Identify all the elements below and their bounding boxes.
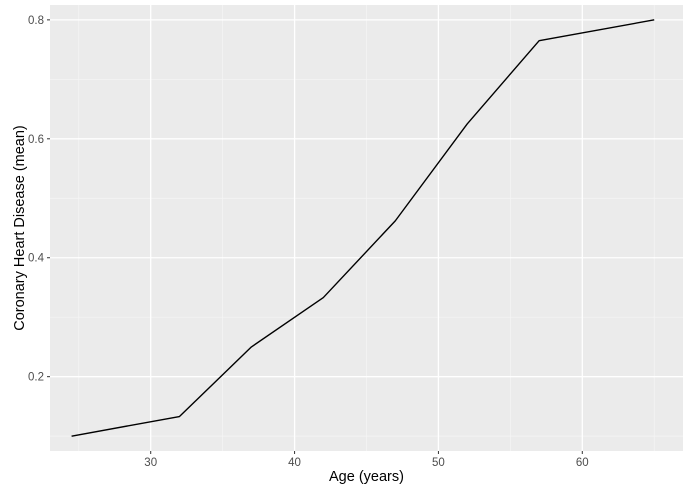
x-tick-label: 40 [288,457,301,469]
x-tick-label: 50 [432,457,445,469]
x-axis-title: Age (years) [329,469,404,485]
y-tick-label: 0.2 [28,372,44,384]
y-tick-label: 0.8 [28,15,44,27]
y-axis: 0.2 0.4 0.6 0.8 [28,15,50,384]
minor-gridlines [50,5,683,451]
y-axis-title: Coronary Heart Disease (mean) [12,125,28,331]
y-tick-label: 0.4 [28,253,45,265]
x-tick-label: 30 [144,457,157,469]
major-gridlines [50,5,683,451]
y-tick-label: 0.6 [28,134,44,146]
series-line [71,19,655,437]
x-axis: 30 40 50 60 [144,451,589,469]
x-tick-label: 60 [576,457,589,469]
